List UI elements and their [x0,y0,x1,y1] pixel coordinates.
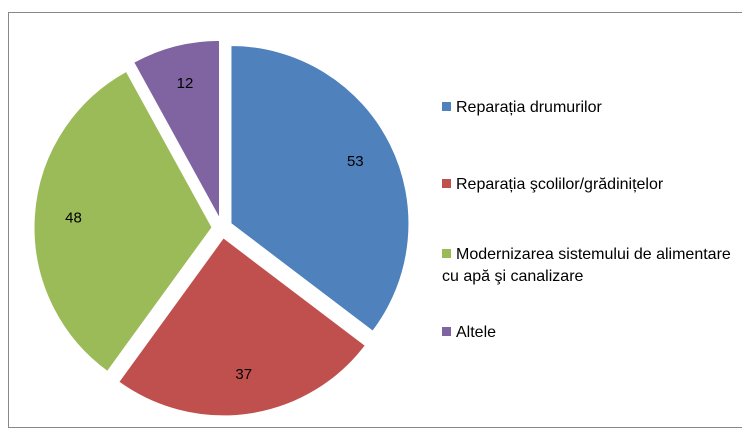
legend-swatch [442,102,451,111]
legend-entry: Reparația şcolilor/grădinițelor [442,174,742,196]
legend-label: Altele [456,324,497,341]
data-label: 53 [347,153,364,170]
data-label: 37 [235,366,252,383]
legend-label: Reparația drumurilor [456,99,602,116]
legend-entry: Altele [442,322,742,344]
legend-label: Reparația şcolilor/grădinițelor [456,176,664,193]
legend-entry: Modernizarea sistemului de alimentare cu… [442,244,742,288]
data-label: 12 [177,75,194,92]
legend-swatch [442,249,451,258]
pie-slice [133,39,221,219]
pie-slice [230,45,410,332]
pie-slice [33,70,213,373]
legend-entry: Reparația drumurilor [442,97,742,119]
chart-frame [8,12,742,428]
legend-swatch [442,179,451,188]
data-label: 48 [65,210,82,227]
pie-slice [118,237,366,417]
legend-swatch [442,327,451,336]
legend-label: Modernizarea sistemului de alimentare cu… [442,246,731,285]
